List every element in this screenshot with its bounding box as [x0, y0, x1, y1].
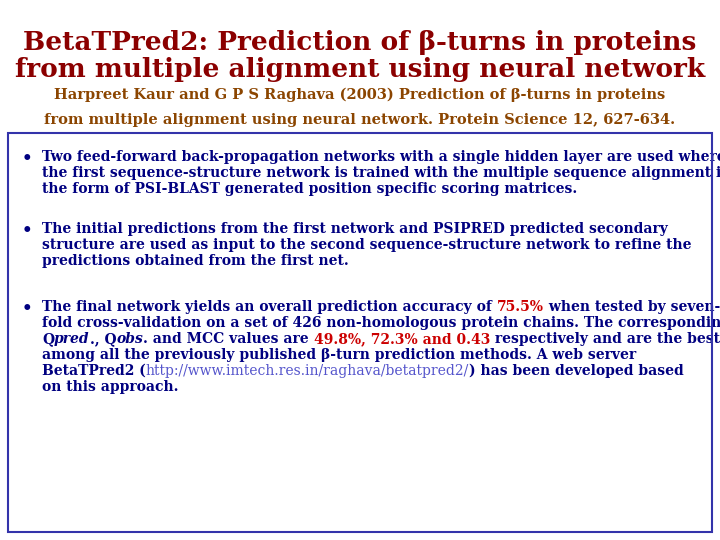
Text: Two feed-forward back-propagation networks with a single hidden layer are used w: Two feed-forward back-propagation networ…	[42, 150, 720, 164]
Text: BetaTPred2 (: BetaTPred2 (	[42, 364, 145, 378]
Text: the form of PSI-BLAST generated position specific scoring matrices.: the form of PSI-BLAST generated position…	[42, 182, 577, 196]
Text: 49.8%, 72.3% and 0.43: 49.8%, 72.3% and 0.43	[314, 332, 490, 346]
Text: Q: Q	[42, 332, 54, 346]
Text: ., Q: ., Q	[90, 332, 117, 346]
Text: respectively and are the best: respectively and are the best	[490, 332, 720, 346]
Text: from multiple alignment using neural network: from multiple alignment using neural net…	[15, 57, 705, 82]
Bar	[8, 133, 712, 532]
Text: •: •	[22, 222, 32, 239]
Text: •: •	[22, 300, 32, 317]
Text: pred: pred	[54, 332, 90, 346]
Text: •: •	[22, 150, 32, 167]
Text: predictions obtained from the first net.: predictions obtained from the first net.	[42, 254, 348, 268]
Text: among all the previously published β-turn prediction methods. A web server: among all the previously published β-tur…	[42, 348, 636, 362]
Text: Harpreet Kaur and G P S Raghava (2003) Prediction of β-turns in proteins: Harpreet Kaur and G P S Raghava (2003) P…	[55, 88, 665, 103]
Text: ) has been developed based: ) has been developed based	[469, 364, 684, 379]
Text: from multiple alignment using neural network. Protein Science 12, 627-634.: from multiple alignment using neural net…	[45, 113, 675, 127]
Text: the first sequence-structure network is trained with the multiple sequence align: the first sequence-structure network is …	[42, 166, 720, 180]
Text: obs: obs	[117, 332, 143, 346]
Text: structure are used as input to the second sequence-structure network to refine t: structure are used as input to the secon…	[42, 238, 691, 252]
Text: The initial predictions from the first network and PSIPRED predicted secondary: The initial predictions from the first n…	[42, 222, 668, 236]
Text: http://www.imtech.res.in/raghava/betatpred2/: http://www.imtech.res.in/raghava/betatpr…	[145, 364, 469, 378]
Text: fold cross-validation on a set of 426 non-homologous protein chains. The corresp: fold cross-validation on a set of 426 no…	[42, 316, 720, 330]
Text: . and MCC values are: . and MCC values are	[143, 332, 314, 346]
Text: when tested by seven-: when tested by seven-	[544, 300, 720, 314]
Text: BetaTPred2: Prediction of β-turns in proteins: BetaTPred2: Prediction of β-turns in pro…	[23, 30, 697, 55]
Text: The final network yields an overall prediction accuracy of: The final network yields an overall pred…	[42, 300, 497, 314]
Text: on this approach.: on this approach.	[42, 380, 179, 394]
Text: 75.5%: 75.5%	[497, 300, 544, 314]
